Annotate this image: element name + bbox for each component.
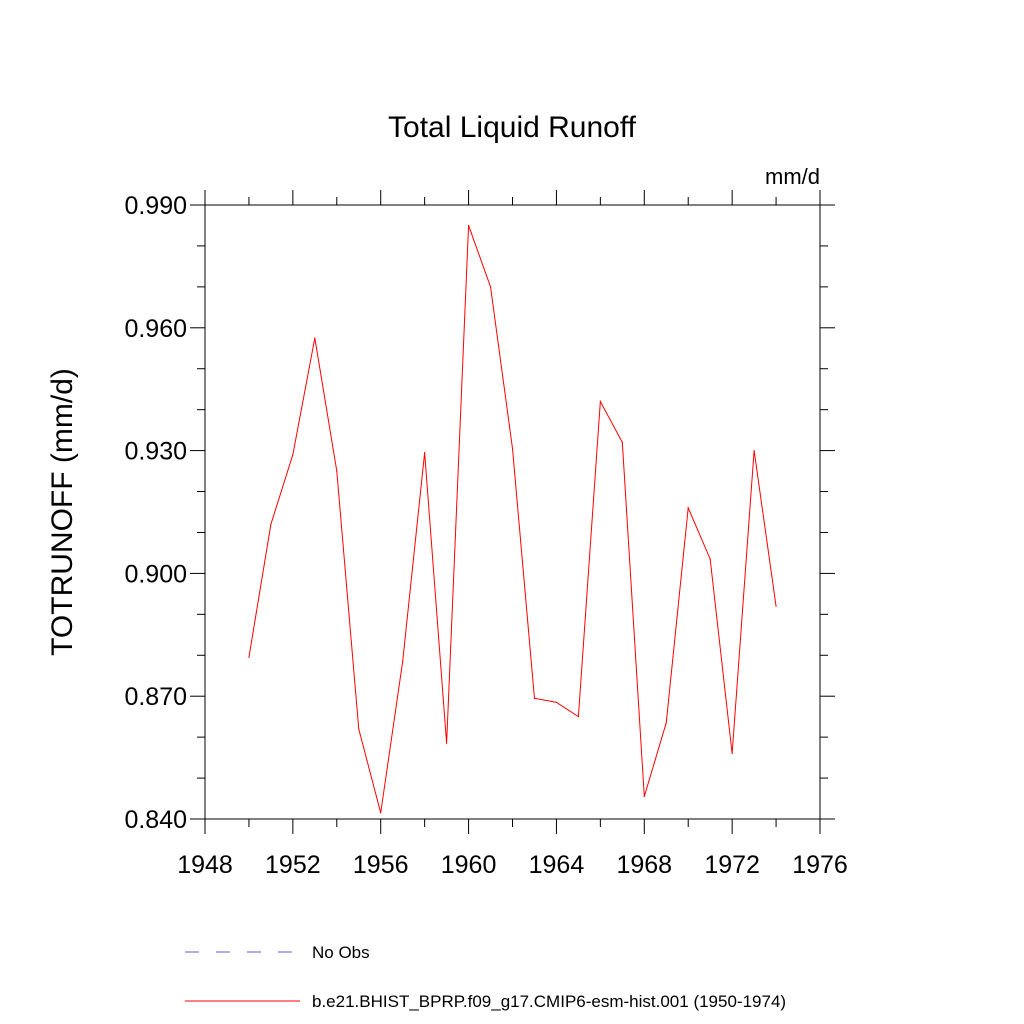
data-point — [687, 507, 689, 509]
data-point — [665, 722, 667, 724]
y-axis-label: TOTRUNOFF (mm/d) — [46, 368, 79, 656]
data-point — [402, 660, 404, 663]
y-tick-label: 0.990 — [124, 192, 187, 220]
y-tick-label: 0.900 — [124, 560, 187, 588]
x-tick-label: 1948 — [177, 851, 233, 879]
data-point — [599, 400, 601, 403]
y-tick-label: 0.960 — [124, 315, 187, 343]
y-tick-label: 0.870 — [124, 683, 187, 711]
plot-frame — [204, 204, 821, 820]
data-point — [709, 558, 711, 560]
series-layer — [248, 224, 777, 814]
data-point — [775, 605, 777, 607]
chart-title: Total Liquid Runoff — [388, 111, 637, 144]
data-point — [489, 286, 492, 288]
data-point — [621, 441, 623, 444]
data-point — [555, 701, 558, 703]
legend: No Obs b.e21.BHIST_BPRP.f09_g17.CMIP6-esm… — [185, 943, 786, 1011]
data-point — [314, 337, 316, 339]
data-point — [643, 795, 645, 798]
data-point — [336, 470, 338, 472]
data-point — [753, 450, 755, 452]
x-tick-label: 1964 — [529, 851, 585, 879]
data-point — [533, 697, 536, 699]
series-line — [248, 225, 777, 813]
data-point — [270, 523, 272, 525]
data-point — [446, 742, 448, 744]
y-tick-label: 0.840 — [124, 806, 187, 834]
x-tick-label: 1968 — [616, 851, 672, 879]
data-point — [577, 716, 579, 718]
x-tick-label: 1960 — [441, 851, 497, 879]
legend-label: b.e21.BHIST_BPRP.f09_g17.CMIP6-esm-hist.… — [312, 992, 786, 1011]
legend-label: No Obs — [312, 943, 370, 962]
x-tick-label: 1972 — [704, 851, 760, 879]
x-tick-label: 1956 — [353, 851, 409, 879]
data-point — [358, 728, 360, 730]
data-point — [511, 447, 514, 450]
data-point — [292, 454, 294, 456]
units-label: mm/d — [765, 164, 820, 189]
y-tick-label: 0.930 — [124, 438, 187, 466]
x-tick-label: 1952 — [265, 851, 321, 879]
data-point — [248, 656, 250, 658]
data-point — [731, 752, 733, 755]
x-tick-label: 1976 — [792, 851, 848, 879]
ticks-layer: 0.840 0.870 0.900 0.930 0.960 0.990 1948 1952 19… — [124, 190, 848, 879]
data-point — [380, 812, 382, 814]
data-point — [467, 224, 470, 227]
data-point — [424, 452, 426, 454]
